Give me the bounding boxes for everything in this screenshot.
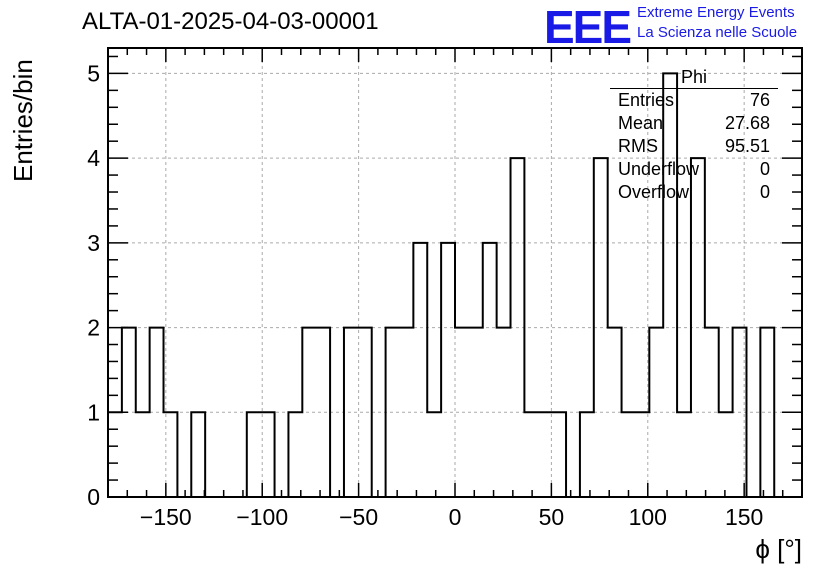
histogram-bin — [469, 328, 483, 497]
histogram-bin — [316, 328, 330, 497]
logo-subtitle-line1: Extreme Energy Events — [637, 4, 795, 21]
histogram-bin — [691, 158, 705, 497]
stats-row-overflow: Overflow 0 — [610, 181, 778, 204]
stats-label: Mean — [618, 113, 664, 133]
stats-label: RMS — [618, 136, 658, 156]
stats-value: 27.68 — [724, 113, 770, 133]
histogram-bin — [191, 412, 205, 497]
histogram-bin — [302, 328, 316, 497]
histogram-bin — [344, 328, 358, 497]
x-tick-label: 100 — [629, 504, 667, 530]
stats-row-entries: Entries 76 — [610, 89, 778, 112]
x-tick-label: −50 — [339, 504, 378, 530]
histogram-bin — [594, 158, 608, 497]
x-axis-label: ϕ [°] — [755, 534, 802, 564]
stats-row-underflow: Underflow 0 — [610, 158, 778, 181]
histogram-bin — [608, 328, 622, 497]
histogram-bin — [150, 328, 164, 497]
logo-subtitle-line2: La Scienza nelle Scuole — [637, 24, 798, 41]
histogram-bin — [358, 328, 372, 497]
y-tick-label: 5 — [87, 60, 100, 86]
histogram-bin — [441, 243, 455, 497]
histogram-bin — [427, 412, 441, 497]
histogram-bin — [497, 328, 511, 497]
y-axis-label: Entries/bin — [8, 59, 38, 182]
stats-box: Phi Entries 76 Mean 27.68 RMS 95.51 Unde… — [610, 66, 778, 204]
histogram-bin — [705, 328, 719, 497]
histogram-bin — [580, 412, 594, 497]
stats-label: Overflow — [618, 182, 690, 202]
histogram-bin — [733, 328, 747, 497]
histogram-bin — [455, 328, 469, 497]
histogram-bin — [719, 412, 733, 497]
histogram-bin — [386, 328, 400, 497]
run-title: ALTA-01-2025-04-03-00001 — [82, 8, 379, 35]
stats-row-rms: RMS 95.51 — [610, 135, 778, 158]
x-tick-label: −150 — [140, 504, 192, 530]
histogram-bin — [413, 243, 427, 497]
ticks-layer — [107, 48, 803, 498]
x-tick-label: −100 — [236, 504, 288, 530]
histogram-bin — [247, 412, 261, 497]
eee-logo: EEE — [544, 1, 632, 53]
histogram-bin — [136, 412, 150, 497]
stats-value: 95.51 — [724, 136, 770, 156]
x-tick-label: 150 — [725, 504, 763, 530]
stats-label: Entries — [618, 90, 675, 110]
y-tick-label: 0 — [87, 484, 100, 510]
histogram-bin — [760, 328, 774, 497]
histogram-bin — [622, 412, 636, 497]
stats-title: Phi — [610, 66, 778, 89]
stats-row-mean: Mean 27.68 — [610, 112, 778, 135]
histogram-bin — [399, 328, 413, 497]
histogram-bin — [511, 158, 525, 497]
stats-label: Underflow — [618, 159, 700, 179]
y-tick-label: 3 — [87, 230, 100, 256]
x-tick-label: 0 — [449, 504, 462, 530]
grid-layer — [108, 48, 802, 497]
y-tick-label: 4 — [87, 145, 100, 171]
histogram-bin — [108, 412, 122, 497]
histogram-bin — [677, 412, 691, 497]
histogram-bin — [483, 243, 497, 497]
histogram-bin — [552, 412, 566, 497]
y-tick-label: 2 — [87, 315, 100, 341]
y-tick-label: 1 — [87, 399, 100, 425]
x-tick-label: 50 — [539, 504, 565, 530]
histogram-bin — [649, 328, 663, 497]
histogram-bin — [524, 412, 538, 497]
stats-value: 76 — [749, 90, 770, 110]
tick-labels-layer: −150 −100 −50 0 50 100 150 0 1 2 3 4 5 — [87, 60, 763, 530]
histogram-bin — [538, 412, 552, 497]
stats-value: 0 — [759, 159, 770, 179]
stats-value: 0 — [759, 182, 770, 202]
histogram-bin — [288, 412, 302, 497]
